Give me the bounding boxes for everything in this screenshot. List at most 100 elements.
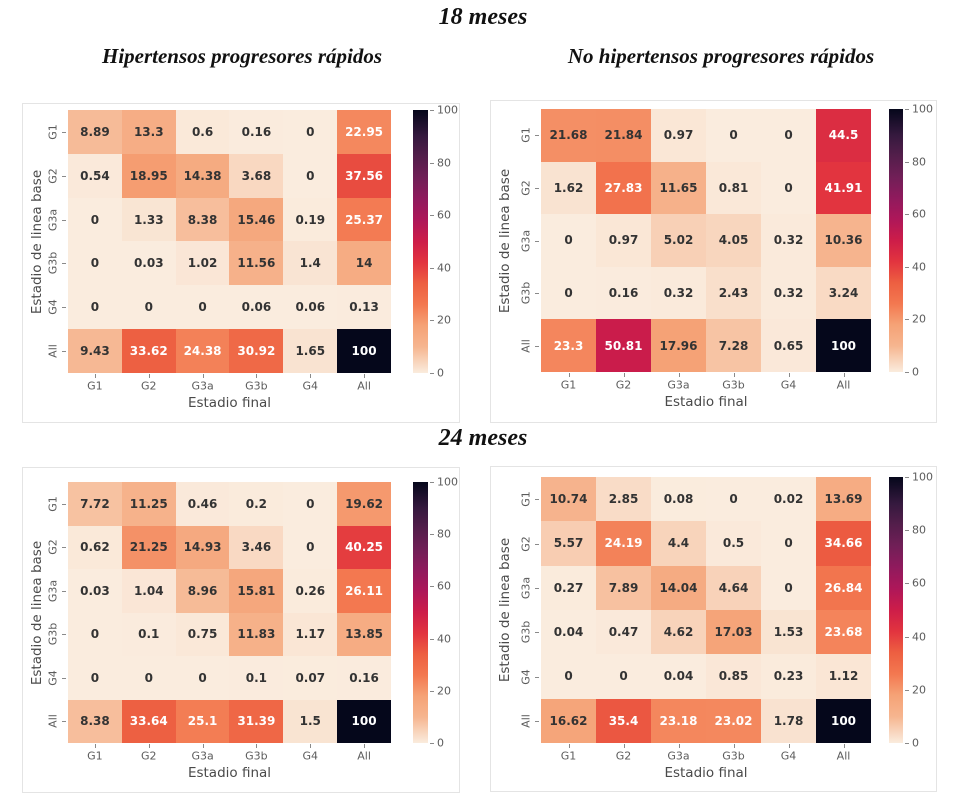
heatmap-cell: 1.17 [283, 612, 338, 656]
heatmap-cell: 1.4 [283, 241, 338, 286]
heatmap-cell: 0.02 [761, 477, 816, 522]
x-tick-label: G3b [722, 378, 745, 392]
heatmap-cell: 11.83 [229, 612, 284, 656]
heatmap-grid: 10.74 2.85 0.08 0 0.02 13.69 5.57 24.19 4.4 0.5 0 3… [541, 477, 871, 743]
heatmap-cell: 14 [337, 241, 391, 286]
x-tick-label: G3a [191, 379, 214, 393]
heatmap-cell: 0 [706, 109, 761, 162]
y-tick-mark [535, 587, 539, 589]
heatmap-cell: 1.53 [761, 609, 816, 655]
heatmap-cell: 1.33 [121, 197, 176, 242]
heatmap-cell: 0.97 [596, 214, 651, 267]
x-tick-label: All [357, 749, 371, 763]
y-tick-label: G3a [519, 229, 533, 252]
y-tick-label: G3b [519, 620, 533, 644]
heatmap-cell: 37.56 [337, 153, 391, 198]
heatmap-cell: 3.24 [816, 266, 871, 320]
y-tick-mark [62, 131, 66, 133]
x-axis-label: Estadio final [664, 394, 748, 410]
x-tick-mark [733, 373, 735, 377]
heatmap-cell: 16.62 [541, 698, 596, 743]
colorbar-tick-mark [430, 373, 434, 374]
heatmap-cell: 44.5 [816, 109, 871, 162]
colorbar-tick-label: 0 [912, 365, 919, 379]
heatmap-cell: 33.64 [121, 699, 176, 743]
heatmap-cell: 0 [283, 153, 338, 198]
y-tick-mark [62, 219, 66, 221]
heatmap-panel-18m-hipertensos: 8.89 13.3 0.6 0.16 0 22.95 0.54 18.95 14.38 3.68 0… [22, 103, 460, 423]
heatmap-cell: 8.38 [175, 197, 230, 242]
x-tick-mark [678, 744, 680, 748]
heatmap-cell: 25.37 [337, 197, 391, 242]
heatmap-cell: 1.12 [816, 654, 871, 699]
colorbar-tick-mark [905, 477, 909, 478]
heatmap-cell: 100 [337, 329, 391, 373]
y-tick-mark [535, 135, 539, 137]
heatmap-cell: 21.25 [121, 525, 176, 569]
y-tick-label: G1 [46, 495, 60, 512]
colorbar [889, 109, 903, 372]
y-tick-label: G2 [46, 539, 60, 556]
colorbar-tick-label: 60 [912, 207, 926, 221]
y-tick-label: G2 [519, 535, 533, 552]
colorbar-tick-mark [905, 636, 909, 638]
heatmap-cell: 13.69 [816, 477, 871, 522]
heatmap-cell: 0 [706, 477, 761, 522]
heatmap-cell: 17.96 [651, 319, 706, 372]
y-tick-label: G1 [46, 124, 60, 140]
heatmap-cell: 0 [541, 266, 596, 320]
x-tick-label: G3b [245, 749, 268, 763]
heatmap-cell: 0 [121, 656, 176, 700]
x-tick-label: G2 [140, 749, 157, 763]
y-tick-mark [62, 590, 66, 592]
heatmap-cell: 23.68 [816, 609, 871, 655]
heatmap-cell: 0.19 [283, 197, 338, 242]
x-tick-label: All [836, 378, 851, 392]
heatmap-panel-24m-hipertensos: 7.72 11.25 0.46 0.2 0 19.62 0.62 21.25 14.93 3.46… [22, 467, 460, 793]
x-axis-label: Estadio final [187, 395, 272, 411]
heatmap-cell: 8.89 [68, 110, 122, 154]
heatmap-cell: 24.38 [175, 329, 230, 373]
heatmap-cell: 0.75 [175, 612, 230, 656]
heatmap-cell: 30.92 [229, 329, 284, 373]
heatmap-cell: 0 [596, 654, 651, 699]
heatmap-cell: 3.46 [229, 525, 284, 569]
heatmap-cell: 11.56 [229, 241, 284, 286]
y-axis-label: Estadio de linea base [29, 540, 45, 685]
x-tick-mark [94, 374, 96, 378]
x-tick-label: G1 [87, 749, 103, 763]
colorbar-tick-label: 40 [912, 630, 926, 644]
heatmap-cell: 0.16 [337, 656, 391, 700]
x-tick-mark [310, 374, 312, 378]
heatmap-cell: 0.07 [283, 656, 338, 700]
x-axis-label: Estadio final [664, 765, 748, 781]
heatmap-cell: 0.23 [761, 654, 816, 699]
heatmap-cell: 10.74 [541, 477, 596, 522]
heatmap-cell: 15.46 [229, 197, 284, 242]
y-tick-mark [535, 632, 539, 634]
heatmap-cell: 23.3 [541, 319, 596, 372]
colorbar-tick-mark [905, 372, 909, 373]
colorbar-tick-mark [430, 320, 434, 322]
y-tick-label: G3a [46, 579, 60, 602]
heatmap-cell: 100 [816, 698, 871, 743]
colorbar-tick-mark [430, 586, 434, 588]
colorbar-tick-label: 100 [437, 103, 458, 117]
heatmap-cell: 0 [121, 285, 176, 330]
y-tick-mark [535, 187, 539, 189]
y-tick-label: G4 [46, 299, 60, 316]
y-axis-label: Estadio de linea base [497, 537, 513, 683]
colorbar-tick-label: 100 [912, 470, 933, 484]
heatmap-cell: 21.84 [596, 109, 651, 162]
colorbar-tick-label: 80 [437, 527, 451, 541]
heatmap-cell: 0 [541, 654, 596, 699]
heatmap-cell: 1.65 [283, 329, 338, 373]
heatmap-cell: 0 [175, 656, 230, 700]
heatmap-cell: 5.57 [541, 521, 596, 566]
x-tick-label: G3b [722, 749, 745, 763]
x-tick-label: G2 [615, 749, 632, 763]
x-tick-label: G3b [245, 379, 268, 393]
x-tick-mark [202, 374, 204, 378]
heatmap-cell: 23.02 [706, 698, 761, 743]
colorbar-tick-mark [905, 109, 909, 110]
